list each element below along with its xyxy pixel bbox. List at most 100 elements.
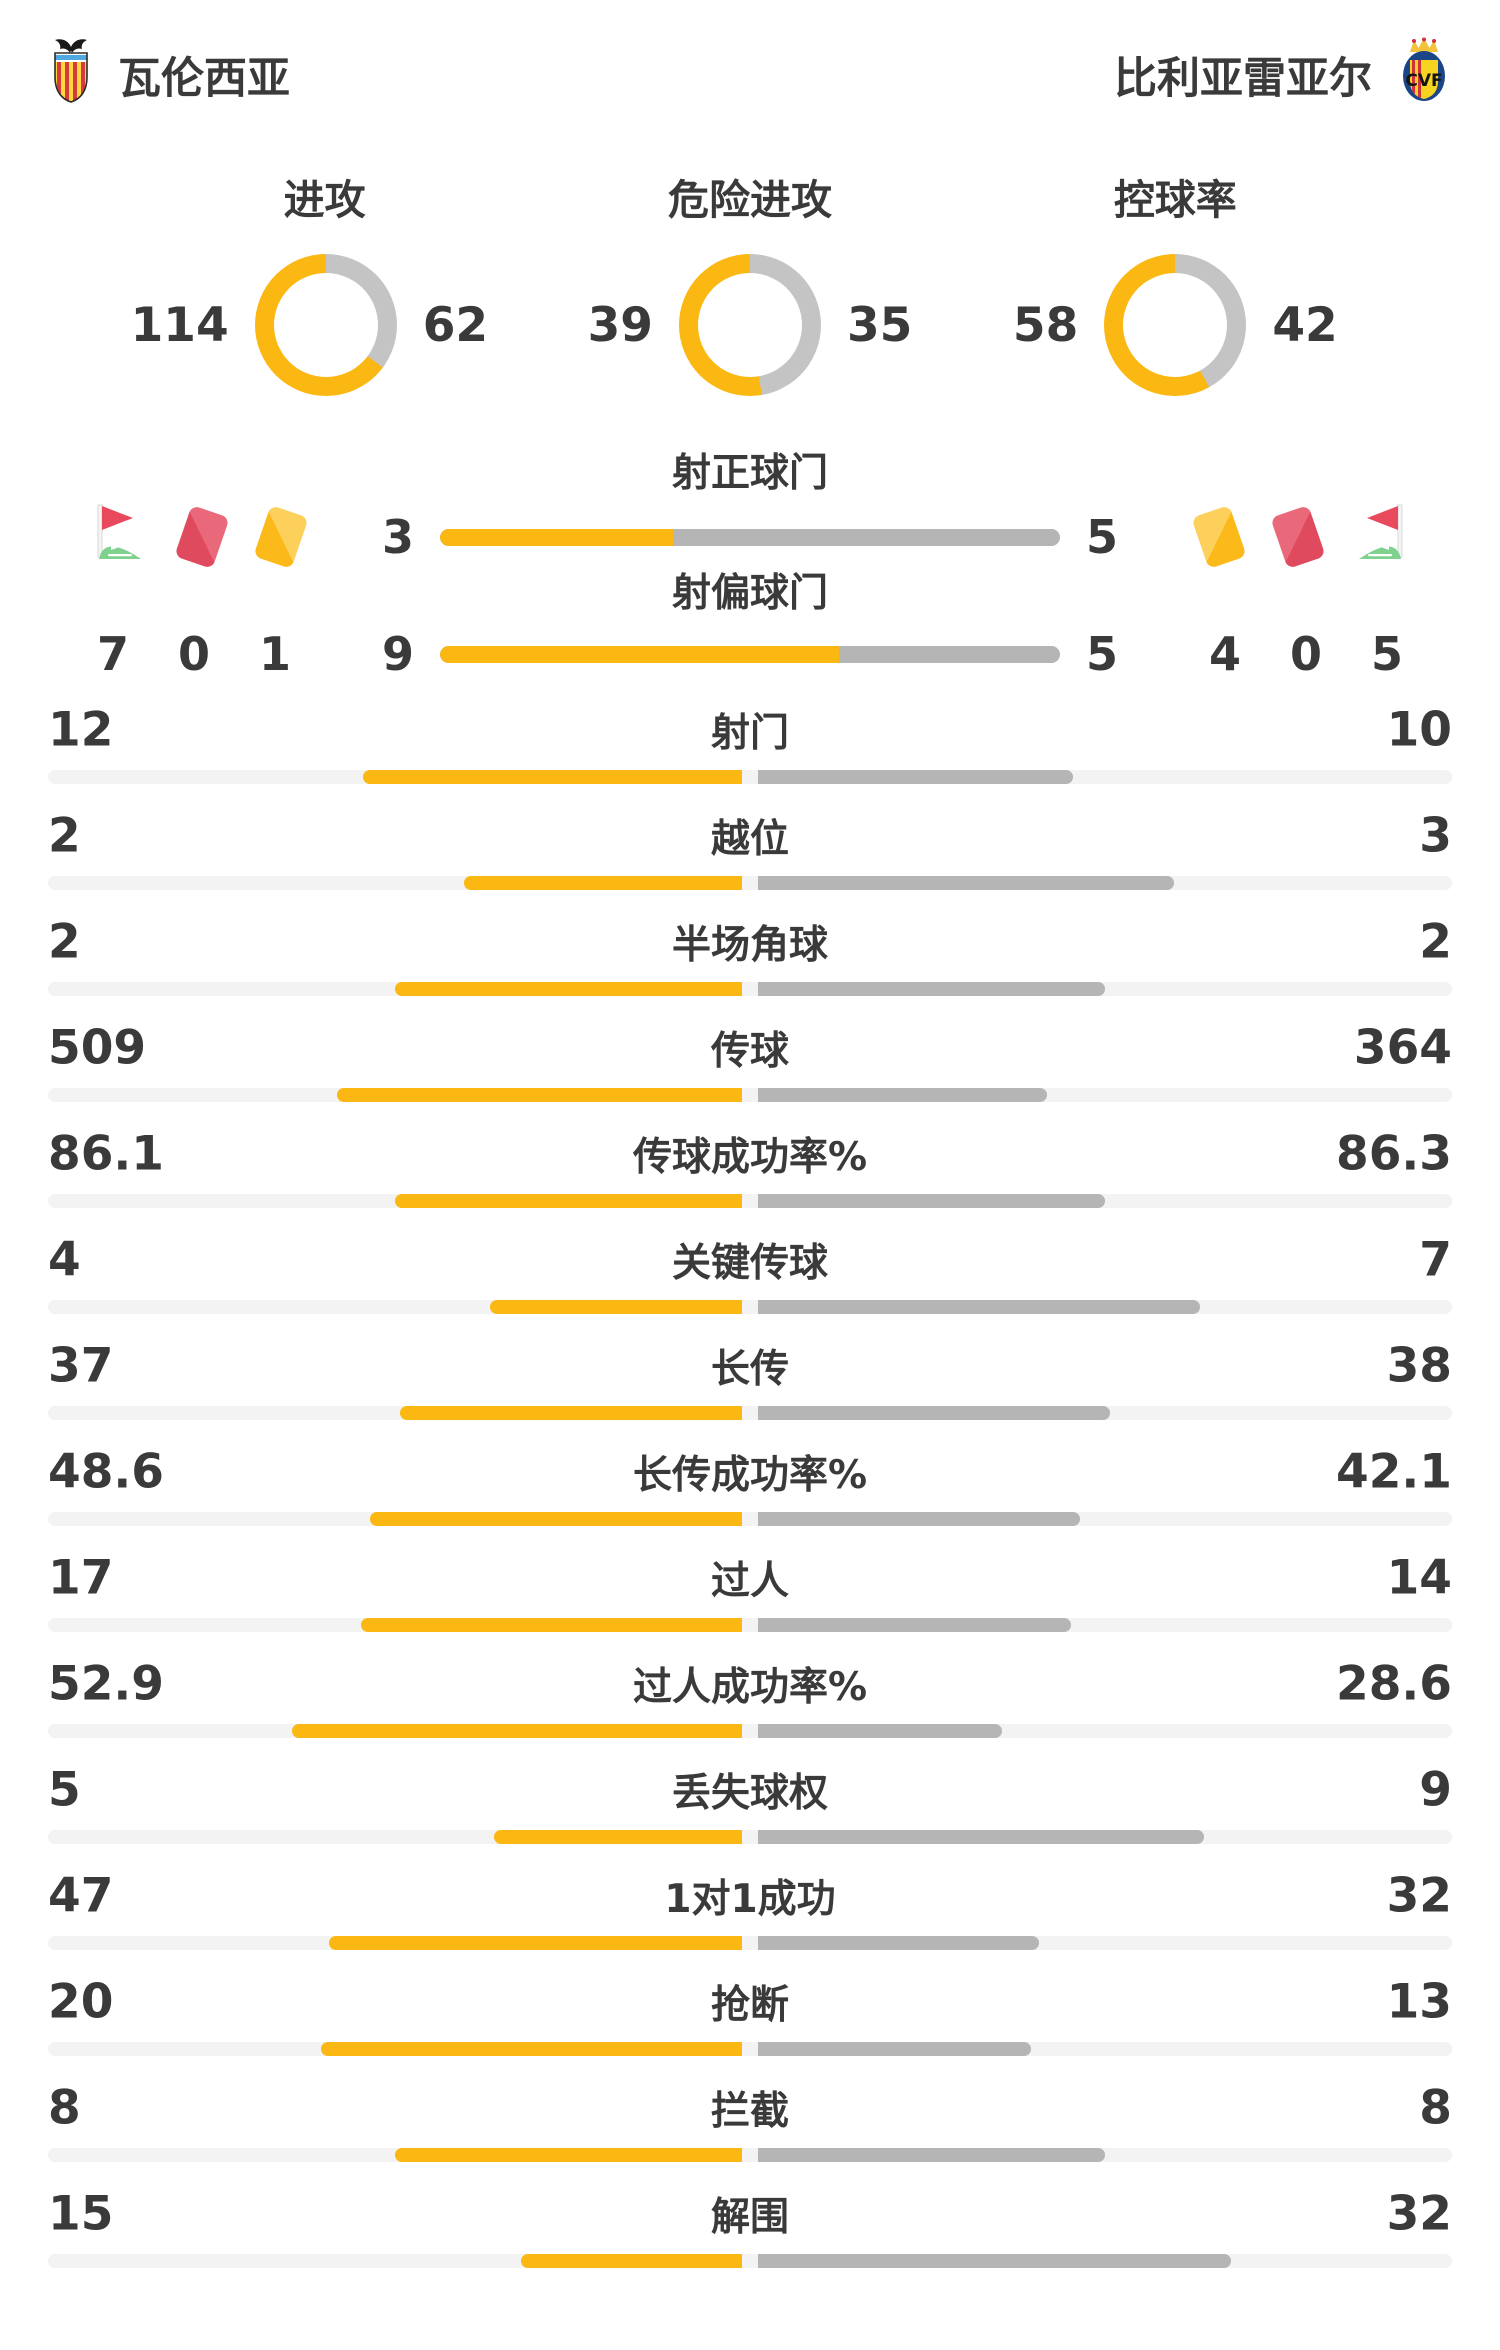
stat-row: 86.1 传球成功率% 86.3 bbox=[48, 1122, 1452, 1228]
stat-row: 17 过人 14 bbox=[48, 1546, 1452, 1652]
shots-off-target-label: 射偏球门 bbox=[671, 571, 828, 616]
away-team: 比利亚雷亚尔 CVF bbox=[1114, 36, 1452, 115]
stat-home-value: 2 bbox=[48, 808, 81, 864]
stat-bar-track bbox=[48, 1618, 1452, 1632]
stat-row: 509 传球 364 bbox=[48, 1016, 1452, 1122]
stat-label: 拦截 bbox=[710, 2089, 789, 2134]
yellow-card-icon bbox=[1191, 504, 1247, 570]
stat-bar-home-segment bbox=[329, 1936, 742, 1950]
stat-row: 37 长传 38 bbox=[48, 1334, 1452, 1440]
stat-bar-track bbox=[48, 1088, 1452, 1102]
home-team: 瓦伦西亚 bbox=[48, 36, 290, 115]
stat-bar-away-segment bbox=[758, 2148, 1105, 2162]
stat-bar-track bbox=[48, 1724, 1452, 1738]
stat-label: 解围 bbox=[710, 2195, 789, 2240]
stat-home-value: 8 bbox=[48, 2080, 81, 2136]
donut-label: 危险进攻 bbox=[667, 176, 832, 224]
stat-away-value: 14 bbox=[1386, 1550, 1452, 1606]
stat-bar-home-segment bbox=[399, 1406, 742, 1420]
stat-row: 12 射门 10 bbox=[48, 698, 1452, 804]
shots-on-target-label: 射正球门 bbox=[671, 451, 828, 496]
donut-label: 进攻 bbox=[283, 176, 366, 224]
stat-bar-track bbox=[48, 2148, 1452, 2162]
stat-away-value: 13 bbox=[1386, 1974, 1452, 2030]
shots-section: 射正球门 3 5 bbox=[48, 444, 1452, 684]
away-red-cards-count: 0 bbox=[1289, 627, 1322, 681]
stat-bar-track bbox=[48, 2042, 1452, 2056]
stat-away-value: 9 bbox=[1419, 1762, 1452, 1818]
stat-bar-home-segment bbox=[464, 876, 742, 890]
shots-off-target-bar bbox=[440, 645, 1060, 663]
stat-bar-away-segment bbox=[758, 1406, 1110, 1420]
stat-bar-home-segment bbox=[321, 2042, 742, 2056]
corner-flag-icon bbox=[1357, 504, 1413, 570]
stat-away-value: 32 bbox=[1386, 1868, 1452, 1924]
stat-bar-track bbox=[48, 876, 1452, 890]
stat-bar-away-segment bbox=[758, 1618, 1072, 1632]
stat-bar-away-segment bbox=[758, 982, 1105, 996]
donut-away-value: 42 bbox=[1272, 297, 1338, 353]
stat-bar-track bbox=[48, 1300, 1452, 1314]
stat-bar-track bbox=[48, 982, 1452, 996]
stat-away-value: 2 bbox=[1419, 914, 1452, 970]
stat-bar-home-segment bbox=[361, 1618, 742, 1632]
stat-bar-away-segment bbox=[758, 1194, 1106, 1208]
donut-group: 控球率 58 42 bbox=[963, 172, 1388, 396]
stat-home-value: 48.6 bbox=[48, 1444, 164, 1500]
stat-away-value: 364 bbox=[1353, 1020, 1452, 1076]
away-discipline-counts: 4 0 5 bbox=[1160, 627, 1452, 681]
stat-home-value: 4 bbox=[48, 1232, 81, 1288]
stat-bar-track bbox=[48, 1830, 1452, 1844]
away-team-name: 比利亚雷亚尔 bbox=[1114, 54, 1372, 104]
stat-bar-away-segment bbox=[758, 1724, 1002, 1738]
stat-row: 2 半场角球 2 bbox=[48, 910, 1452, 1016]
stat-home-value: 37 bbox=[48, 1338, 114, 1394]
stat-label: 1对1成功 bbox=[664, 1877, 836, 1922]
stat-bar-home-segment bbox=[370, 1512, 742, 1526]
donut-section: 进攻 114 62 危险进攻 39 35 控球率 58 42 bbox=[48, 172, 1452, 396]
stat-away-value: 7 bbox=[1419, 1232, 1452, 1288]
stat-bar-home-segment bbox=[395, 982, 742, 996]
shots-on-target-home-value: 3 bbox=[381, 510, 414, 564]
stat-away-value: 32 bbox=[1386, 2186, 1452, 2242]
home-corners-count: 7 bbox=[96, 627, 129, 681]
stat-away-value: 86.3 bbox=[1336, 1126, 1452, 1182]
stat-bar-away-segment bbox=[758, 1830, 1205, 1844]
stat-row: 20 抢断 13 bbox=[48, 1970, 1452, 2076]
svg-text:CVF: CVF bbox=[1405, 71, 1442, 91]
donut-label: 控球率 bbox=[1113, 176, 1237, 224]
stat-home-value: 20 bbox=[48, 1974, 114, 2030]
villarreal-crest-icon: CVF bbox=[1396, 36, 1452, 115]
stat-bar-away-segment bbox=[758, 1936, 1040, 1950]
shots-off-target-away-value: 5 bbox=[1086, 627, 1119, 681]
stat-row: 47 1对1成功 32 bbox=[48, 1864, 1452, 1970]
donut-away-value: 62 bbox=[422, 297, 489, 353]
stat-away-value: 38 bbox=[1386, 1338, 1452, 1394]
stat-label: 射门 bbox=[710, 711, 789, 756]
stat-bar-track bbox=[48, 2254, 1452, 2268]
stat-away-value: 3 bbox=[1419, 808, 1452, 864]
stat-label: 长传成功率% bbox=[632, 1453, 868, 1498]
stat-row: 5 丢失球权 9 bbox=[48, 1758, 1452, 1864]
home-yellow-cards-count: 1 bbox=[258, 627, 291, 681]
stat-bar-home-segment bbox=[520, 2254, 742, 2268]
stat-home-value: 52.9 bbox=[48, 1656, 164, 1712]
stat-bar-track bbox=[48, 1936, 1452, 1950]
stat-label: 越位 bbox=[710, 817, 789, 862]
stat-bar-home-segment bbox=[291, 1724, 742, 1738]
stat-bar-home-segment bbox=[363, 770, 742, 784]
stat-bar-track bbox=[48, 1194, 1452, 1208]
stat-row: 15 解围 32 bbox=[48, 2182, 1452, 2288]
stats-list: 12 射门 10 2 越位 3 2 半场角球 2 509 传球 364 86.1 传球成功率% 86.3 4 关… bbox=[48, 698, 1452, 2288]
stat-home-value: 15 bbox=[48, 2186, 114, 2242]
stat-bar-away-segment bbox=[758, 876, 1175, 890]
donut-chart bbox=[678, 254, 821, 396]
stat-bar-home-segment bbox=[494, 1830, 742, 1844]
stat-bar-away-segment bbox=[758, 770, 1074, 784]
away-discipline-icons bbox=[1160, 504, 1452, 570]
stat-bar-away-segment bbox=[758, 2042, 1032, 2056]
stat-bar-away-segment bbox=[758, 1088, 1048, 1102]
donut-home-value: 39 bbox=[587, 297, 653, 353]
home-discipline-icons bbox=[48, 504, 340, 570]
away-yellow-cards-count: 4 bbox=[1208, 627, 1241, 681]
